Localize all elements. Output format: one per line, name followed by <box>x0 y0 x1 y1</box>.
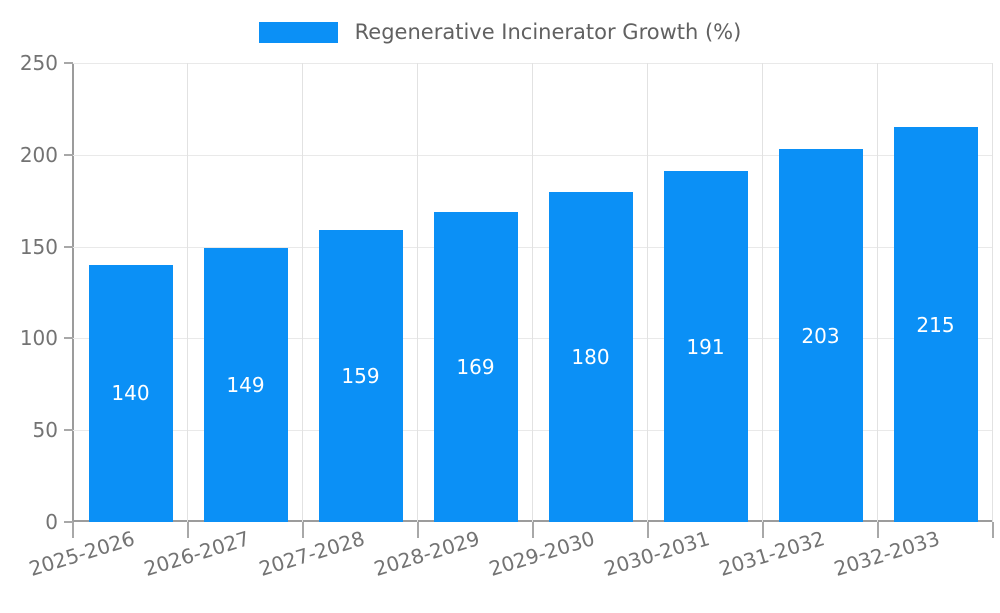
y-axis-tick <box>64 62 73 64</box>
bar[interactable]: 159 <box>318 230 403 522</box>
bar-value-label: 203 <box>801 323 840 348</box>
x-axis-tick <box>647 522 649 538</box>
bar-value-label: 169 <box>456 354 495 379</box>
bar-value-label: 191 <box>686 334 725 359</box>
gridline-horizontal <box>73 154 993 156</box>
gridline-horizontal <box>73 338 993 340</box>
gridline-vertical <box>417 63 418 522</box>
x-axis-tick <box>992 522 994 538</box>
plot-area: 140 149 159 169 180 191 203 215 <box>72 63 993 522</box>
bar-chart: Regenerative Incinerator Growth (%) 140 1… <box>0 20 1000 581</box>
bar-value-label: 149 <box>226 373 265 398</box>
bar-value-label: 140 <box>111 381 150 406</box>
bar[interactable]: 169 <box>433 211 518 522</box>
y-tick-label: 200 <box>19 142 58 167</box>
bar[interactable]: 180 <box>548 191 633 522</box>
bar-value-label: 215 <box>916 312 955 337</box>
y-tick-label: 250 <box>19 51 58 75</box>
y-axis-tick <box>64 337 73 340</box>
gridline-vertical <box>992 63 993 522</box>
gridline-vertical <box>647 63 648 522</box>
y-axis-tick <box>64 429 73 432</box>
y-axis-tick <box>64 245 73 248</box>
gridline-horizontal <box>73 430 993 432</box>
x-axis-tick <box>762 522 764 538</box>
y-axis-tick <box>64 521 73 523</box>
bar-value-label: 159 <box>341 364 380 389</box>
bar[interactable]: 215 <box>893 127 978 522</box>
gridline-vertical <box>302 63 303 522</box>
bar[interactable]: 140 <box>88 264 173 522</box>
gridline-horizontal <box>73 63 993 64</box>
y-axis-line <box>72 63 74 522</box>
gridline-vertical <box>187 63 188 522</box>
bar-value-label: 180 <box>571 344 610 369</box>
gridline-horizontal <box>73 246 993 248</box>
x-axis-tick <box>877 522 879 538</box>
gridline-vertical <box>532 63 533 522</box>
y-tick-label: 50 <box>32 418 58 443</box>
bar[interactable]: 203 <box>778 149 863 522</box>
gridline-vertical <box>762 63 763 522</box>
legend-swatch <box>258 22 338 44</box>
y-axis-tick <box>64 153 73 156</box>
x-axis-tick <box>302 522 304 538</box>
x-axis-tick <box>72 522 74 538</box>
legend[interactable]: Regenerative Incinerator Growth (%) <box>0 20 1000 44</box>
bar[interactable]: 149 <box>203 248 288 522</box>
x-axis-tick <box>532 522 534 538</box>
legend-label: Regenerative Incinerator Growth (%) <box>354 20 742 44</box>
x-axis-tick <box>417 522 419 538</box>
gridline-vertical <box>877 63 878 522</box>
bar[interactable]: 191 <box>663 171 748 522</box>
y-tick-label: 0 <box>45 510 58 534</box>
y-tick-label: 150 <box>19 234 58 259</box>
y-tick-label: 100 <box>19 326 58 351</box>
x-axis-tick <box>187 522 189 538</box>
